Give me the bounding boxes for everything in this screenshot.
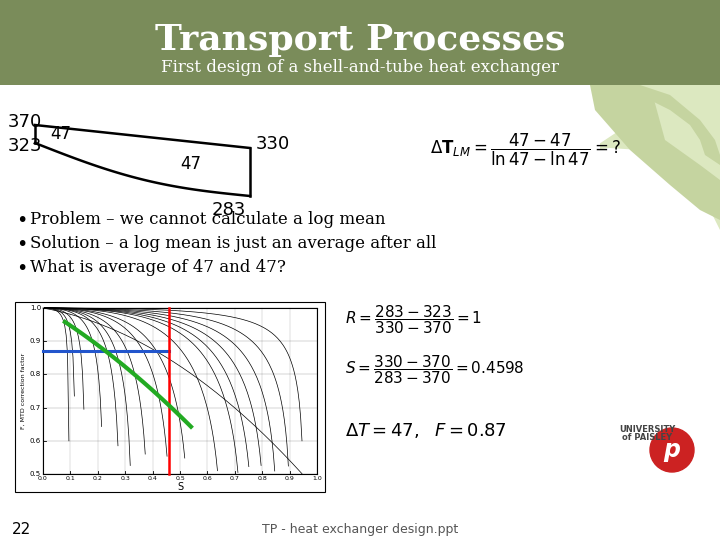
Polygon shape (590, 85, 720, 230)
Text: 370: 370 (8, 113, 42, 131)
Bar (0, 0, 720, 85)
Text: of PAISLEY: of PAISLEY (622, 434, 672, 442)
Text: Problem – we cannot calculate a log mean: Problem – we cannot calculate a log mean (30, 212, 385, 228)
Text: 0.8: 0.8 (257, 476, 267, 481)
Polygon shape (650, 85, 720, 180)
Text: 1.0: 1.0 (30, 305, 41, 311)
Text: 0.3: 0.3 (120, 476, 130, 481)
Text: 0.0: 0.0 (38, 476, 48, 481)
Bar (15, 302, 325, 492)
Text: 0.7: 0.7 (230, 476, 240, 481)
Text: $S = \dfrac{330 - 370}{283 - 370} = 0.4598$: $S = \dfrac{330 - 370}{283 - 370} = 0.45… (345, 354, 524, 387)
Text: 0.9: 0.9 (30, 338, 41, 344)
Text: 0.5: 0.5 (175, 476, 185, 481)
Text: 283: 283 (212, 201, 246, 219)
Text: 1.0: 1.0 (312, 476, 322, 481)
Text: •: • (16, 259, 27, 278)
Text: $R = \dfrac{283 - 323}{330 - 370} = 1$: $R = \dfrac{283 - 323}{330 - 370} = 1$ (345, 303, 482, 336)
Polygon shape (520, 85, 720, 165)
Text: p: p (664, 438, 680, 462)
Polygon shape (600, 85, 720, 155)
Text: 47: 47 (180, 155, 201, 173)
Circle shape (650, 428, 694, 472)
Text: TP - heat exchanger design.ppt: TP - heat exchanger design.ppt (262, 523, 458, 537)
Text: $\Delta T = 47,\ \ F = 0.87$: $\Delta T = 47,\ \ F = 0.87$ (345, 421, 507, 440)
Text: 47: 47 (50, 125, 71, 143)
Polygon shape (600, 85, 720, 155)
Text: 22: 22 (12, 523, 31, 537)
Text: 0.6: 0.6 (202, 476, 212, 481)
Text: What is average of 47 and 47?: What is average of 47 and 47? (30, 260, 286, 276)
Text: 0.4: 0.4 (148, 476, 158, 481)
Bar (0, 70, 600, 520)
Text: •: • (16, 211, 27, 229)
Text: •: • (16, 234, 27, 253)
Text: First design of a shell-and-tube heat exchanger: First design of a shell-and-tube heat ex… (161, 59, 559, 77)
Text: 0.1: 0.1 (66, 476, 76, 481)
Text: 330: 330 (256, 135, 290, 153)
Text: $\Delta \mathbf{T}_{LM} = \dfrac{47 - 47}{\ln47 - \ln47} = ?$: $\Delta \mathbf{T}_{LM} = \dfrac{47 - 47… (430, 132, 621, 168)
Bar (0, 85, 720, 540)
Bar (0, 0, 720, 85)
Text: 0.2: 0.2 (93, 476, 103, 481)
Text: Transport Processes: Transport Processes (155, 23, 565, 57)
Polygon shape (590, 85, 720, 220)
Text: 0.7: 0.7 (30, 404, 41, 410)
Text: S: S (177, 482, 183, 492)
Text: F, MTD correction factor: F, MTD correction factor (20, 353, 25, 429)
Text: 0.9: 0.9 (284, 476, 294, 481)
Text: 0.5: 0.5 (30, 471, 41, 477)
Text: UNIVERSITY: UNIVERSITY (619, 426, 675, 435)
Text: 323: 323 (8, 137, 42, 155)
Text: 0.6: 0.6 (30, 438, 41, 444)
Text: 0.8: 0.8 (30, 372, 41, 377)
Polygon shape (520, 85, 720, 165)
Text: Solution – a log mean is just an average after all: Solution – a log mean is just an average… (30, 235, 436, 253)
